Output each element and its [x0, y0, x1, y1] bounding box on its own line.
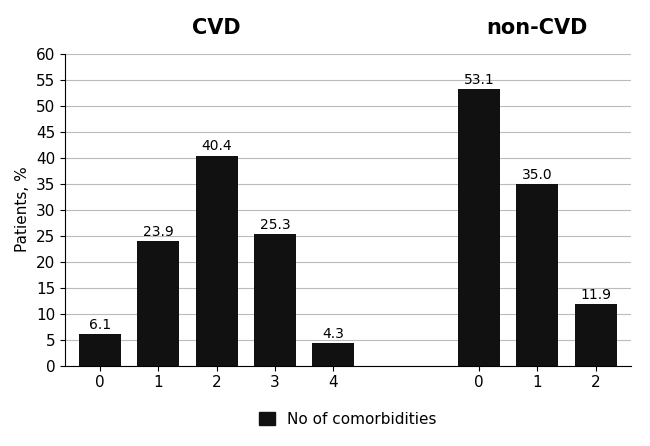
Y-axis label: Patients, %: Patients, % — [16, 167, 31, 252]
Legend: No of comorbidities: No of comorbidities — [259, 412, 436, 427]
Text: 4.3: 4.3 — [322, 327, 344, 341]
Text: CVD: CVD — [192, 18, 241, 38]
Bar — [137, 241, 179, 366]
Bar — [458, 89, 500, 366]
Bar — [575, 304, 616, 366]
Text: 23.9: 23.9 — [143, 225, 174, 239]
Text: 40.4: 40.4 — [202, 140, 232, 153]
Bar — [516, 184, 558, 366]
Bar — [79, 334, 121, 366]
Text: 25.3: 25.3 — [259, 218, 290, 232]
Text: 53.1: 53.1 — [463, 73, 494, 87]
Text: 11.9: 11.9 — [580, 288, 611, 301]
Text: 6.1: 6.1 — [89, 318, 111, 332]
Bar — [312, 343, 354, 366]
Text: non-CVD: non-CVD — [487, 18, 588, 38]
Bar — [196, 156, 237, 366]
Bar — [254, 234, 296, 366]
Text: 35.0: 35.0 — [522, 168, 552, 182]
